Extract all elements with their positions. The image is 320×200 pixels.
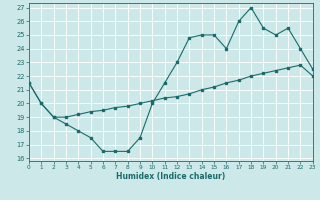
X-axis label: Humidex (Indice chaleur): Humidex (Indice chaleur) [116, 172, 226, 181]
